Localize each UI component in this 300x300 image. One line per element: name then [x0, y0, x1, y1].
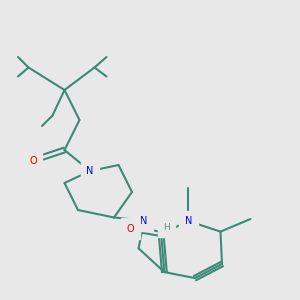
Text: N: N	[86, 166, 94, 176]
Text: O: O	[127, 224, 134, 234]
Text: N: N	[185, 216, 192, 226]
Text: H: H	[163, 223, 170, 232]
Text: O: O	[29, 155, 37, 166]
Text: N: N	[140, 215, 148, 226]
